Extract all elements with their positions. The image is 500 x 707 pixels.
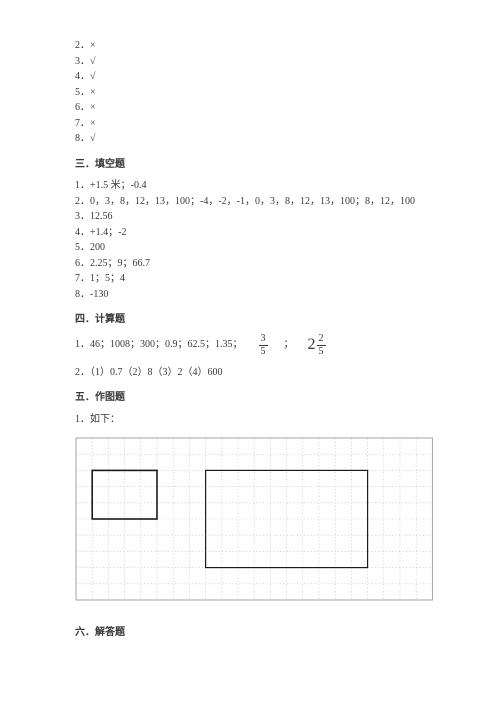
fraction-numerator: 3 — [259, 334, 268, 346]
tf-mark: √ — [90, 56, 96, 67]
fill-line: 3．12.56 — [75, 209, 435, 225]
fill-line: 2．0，3，8，12，13，100；-4，-2，-1，0，3，8，12，13，1… — [75, 194, 435, 210]
section3-body: 1．+1.5 米；-0.4 2．0，3，8，12，13，100；-4，-2，-1… — [75, 178, 435, 302]
grid-svg — [75, 437, 433, 601]
mixed-denominator: 5 — [317, 346, 326, 357]
tf-item: 7．× — [75, 116, 435, 132]
tf-item: 3．√ — [75, 54, 435, 70]
fill-line: 7．1；5；4 — [75, 271, 435, 287]
mixed-whole: 2 — [308, 337, 316, 353]
fraction: 3 5 — [259, 334, 268, 357]
tf-mark: × — [90, 40, 96, 51]
tf-mark: × — [90, 102, 96, 113]
tf-item: 5．× — [75, 85, 435, 101]
fill-line: 5．200 — [75, 240, 435, 256]
mixed-numerator: 2 — [317, 334, 326, 346]
calc-prefix: 1．46；1008；300；0.9；62.5；1.35； — [75, 337, 243, 353]
tf-num: 7 — [75, 118, 80, 129]
tf-num: 8 — [75, 133, 80, 144]
calc-line-2: 2．（1）0.7（2）8（3）2（4）600 — [75, 365, 435, 381]
true-false-answers: 2．× 3．√ 4．√ 5．× 6．× 7．× 8．√ — [75, 38, 435, 147]
tf-num: 4 — [75, 71, 80, 82]
section6-title: 六．解答题 — [75, 625, 435, 641]
mixed-fraction: 2 5 — [317, 334, 326, 357]
tf-mark: × — [90, 118, 96, 129]
section4-body: 1．46；1008；300；0.9；62.5；1.35； 3 5 ； 2 2 5… — [75, 334, 435, 381]
calc-line-1: 1．46；1008；300；0.9；62.5；1.35； 3 5 ； 2 2 5 — [75, 334, 435, 357]
section3-title: 三．填空题 — [75, 157, 435, 173]
separator: ； — [284, 337, 294, 353]
fill-line: 8．-130 — [75, 287, 435, 303]
drawing-intro: 1．如下： — [75, 412, 435, 428]
tf-item: 2．× — [75, 38, 435, 54]
fill-line: 6．2.25；9；66.7 — [75, 256, 435, 272]
fraction-denominator: 5 — [259, 346, 268, 357]
section4-title: 四．计算题 — [75, 312, 435, 328]
tf-item: 4．√ — [75, 69, 435, 85]
page: 2．× 3．√ 4．√ 5．× 6．× 7．× 8．√ 三．填空题 1．+1.5… — [0, 0, 500, 640]
fill-line: 1．+1.5 米；-0.4 — [75, 178, 435, 194]
fill-line: 4．+1.4；-2 — [75, 225, 435, 241]
tf-item: 6．× — [75, 100, 435, 116]
tf-num: 3 — [75, 56, 80, 67]
section5-body: 1．如下： — [75, 412, 435, 607]
mixed-number: 2 2 5 — [308, 334, 326, 357]
tf-num: 6 — [75, 102, 80, 113]
grid-figure — [75, 437, 435, 607]
tf-item: 8．√ — [75, 131, 435, 147]
tf-num: 5 — [75, 87, 80, 98]
tf-mark: √ — [90, 133, 96, 144]
tf-mark: √ — [90, 71, 96, 82]
tf-num: 2 — [75, 40, 80, 51]
section5-title: 五．作图题 — [75, 390, 435, 406]
tf-mark: × — [90, 87, 96, 98]
